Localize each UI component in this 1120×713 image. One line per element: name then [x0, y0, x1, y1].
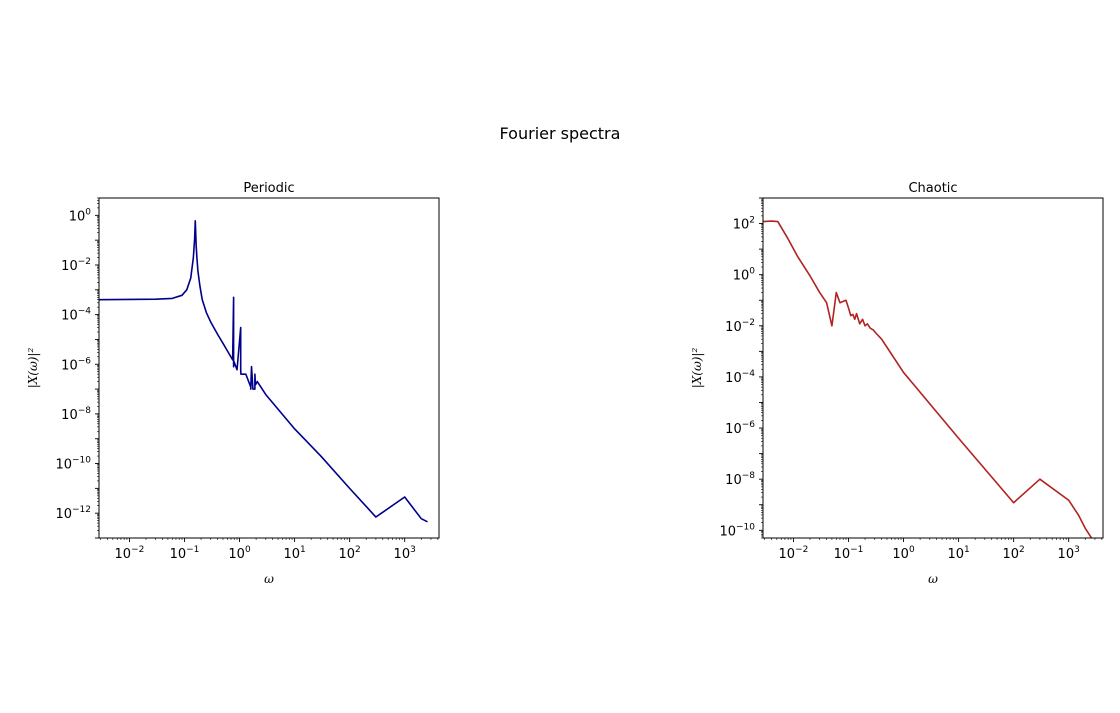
figure-suptitle: Fourier spectra — [500, 124, 621, 143]
series-line-chaotic-0 — [763, 220, 1093, 538]
y-tick-label-periodic: 100 — [69, 207, 92, 224]
y-tick-label-periodic: 10−2 — [61, 257, 91, 274]
chart-title-chaotic: Chaotic — [908, 181, 957, 196]
y-tick-label-chaotic: 10−6 — [725, 420, 755, 437]
x-tick-label-chaotic: 101 — [947, 545, 969, 562]
y-tick-label-periodic: 10−12 — [55, 505, 91, 522]
y-tick-label-periodic: 10−4 — [61, 307, 91, 324]
series-line-periodic-0 — [99, 220, 428, 523]
y-tick-label-chaotic: 10−10 — [719, 522, 755, 539]
x-tick-label-chaotic: 102 — [1002, 545, 1024, 562]
x-tick-label-chaotic: 10−1 — [834, 545, 864, 562]
x-tick-label-periodic: 100 — [228, 545, 251, 562]
y-tick-label-chaotic: 10−2 — [725, 318, 755, 335]
x-axis-label-periodic: ω — [264, 572, 274, 586]
plot-frame-periodic — [98, 197, 440, 539]
plot-frame-chaotic — [762, 197, 1104, 539]
y-tick-label-chaotic: 102 — [733, 216, 755, 233]
y-axis-label-chaotic: |X(ω)|² — [690, 348, 704, 389]
y-axis-label-periodic: |X(ω)|² — [26, 348, 40, 389]
x-tick-label-periodic: 103 — [394, 545, 416, 562]
y-tick-label-periodic: 10−10 — [55, 456, 91, 473]
x-tick-label-periodic: 101 — [283, 545, 305, 562]
y-tick-label-periodic: 10−8 — [61, 406, 91, 423]
y-tick-label-chaotic: 100 — [733, 267, 756, 284]
chart-periodic: Periodic ω |X(ω)|² 10−2 10−1 100 101 102 103 1… — [26, 181, 440, 586]
x-tick-label-periodic: 102 — [338, 545, 360, 562]
y-tick-label-periodic: 10−6 — [61, 356, 91, 373]
x-tick-label-chaotic: 100 — [892, 545, 915, 562]
chart-chaotic: Chaotic ω |X(ω)|² 10−2 10−1 100 101 102 103 10… — [690, 181, 1104, 586]
y-tick-label-chaotic: 10−4 — [725, 369, 755, 386]
y-tick-label-chaotic: 10−8 — [725, 471, 755, 488]
x-tick-label-chaotic: 103 — [1058, 545, 1080, 562]
x-tick-label-chaotic: 10−2 — [779, 545, 809, 562]
x-tick-label-periodic: 10−2 — [115, 545, 145, 562]
x-axis-label-chaotic: ω — [928, 572, 938, 586]
x-tick-label-periodic: 10−1 — [170, 545, 200, 562]
chart-title-periodic: Periodic — [243, 181, 294, 196]
